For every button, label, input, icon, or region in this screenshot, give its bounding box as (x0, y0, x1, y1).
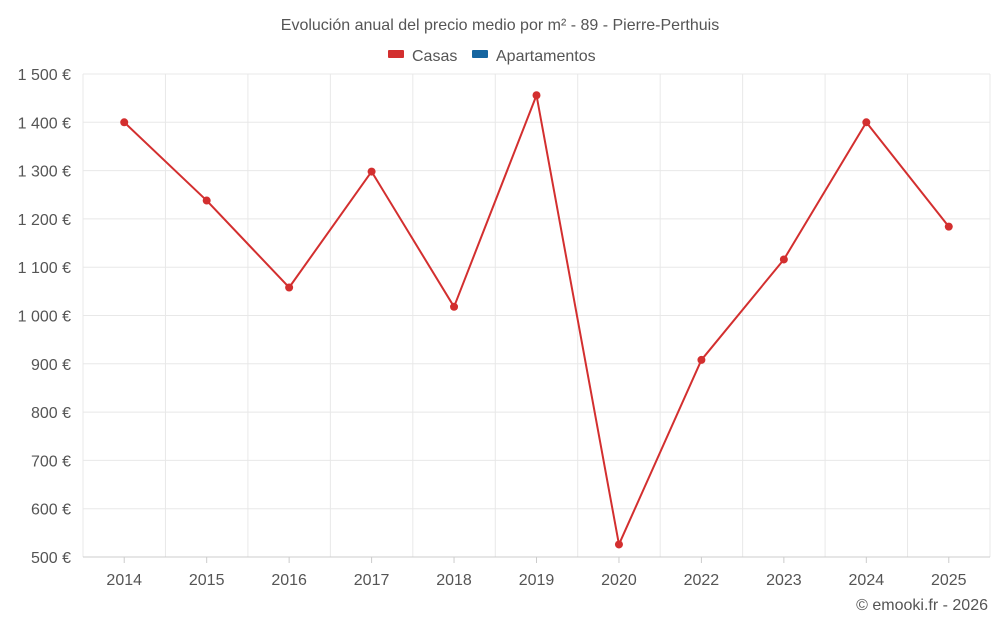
legend-label-apartamentos: Apartamentos (496, 48, 596, 65)
y-tick-label: 600 € (31, 502, 71, 519)
x-axis: 2014 2015 2016 2017 2018 2019 2020 2022 2023 2024… (83, 556, 990, 589)
data-point[interactable] (614, 540, 623, 549)
y-tick-label: 500 € (31, 550, 71, 567)
data-point[interactable] (285, 283, 294, 292)
legend: Casas Apartamentos (388, 48, 596, 65)
data-point[interactable] (779, 255, 788, 264)
grid (82, 73, 991, 558)
data-point[interactable] (862, 118, 871, 127)
y-tick-label: 900 € (31, 357, 71, 374)
data-point[interactable] (697, 355, 706, 364)
credit-text: © emooki.fr - 2026 (856, 597, 988, 614)
data-point[interactable] (367, 167, 376, 176)
data-point[interactable] (450, 302, 459, 311)
x-tick-label: 2024 (849, 572, 885, 589)
x-tick-label: 2020 (601, 572, 637, 589)
y-tick-label: 1 000 € (18, 309, 71, 326)
x-tick-label: 2015 (189, 572, 225, 589)
x-tick-label: 2019 (519, 572, 555, 589)
y-tick-label: 700 € (31, 453, 71, 470)
y-tick-label: 1 200 € (18, 212, 71, 229)
legend-swatch-apartamentos (472, 50, 488, 58)
x-tick-label: 2018 (436, 572, 472, 589)
data-point[interactable] (944, 222, 953, 231)
data-point[interactable] (532, 91, 541, 100)
series-layer (120, 91, 953, 549)
x-tick-label: 2016 (271, 572, 307, 589)
x-tick-label: 2023 (766, 572, 802, 589)
data-point[interactable] (120, 118, 129, 127)
legend-swatch-casas (388, 50, 404, 58)
legend-label-casas: Casas (412, 48, 457, 65)
y-tick-label: 1 500 € (18, 67, 71, 84)
y-axis: 500 € 600 € 700 € 800 € 900 € 1 000 € 1 100 € 1… (18, 67, 71, 567)
x-tick-label: 2017 (354, 572, 390, 589)
legend-item-apartamentos[interactable]: Apartamentos (472, 48, 596, 65)
data-point[interactable] (202, 196, 211, 205)
legend-item-casas[interactable]: Casas (388, 48, 457, 65)
y-tick-label: 1 100 € (18, 260, 71, 277)
y-tick-label: 1 300 € (18, 164, 71, 181)
x-tick-label: 2025 (931, 572, 967, 589)
y-tick-label: 800 € (31, 405, 71, 422)
x-tick-label: 2014 (106, 572, 142, 589)
chart-title: Evolución anual del precio medio por m² … (281, 17, 719, 34)
x-tick-label: 2022 (684, 572, 720, 589)
y-tick-label: 1 400 € (18, 115, 71, 132)
